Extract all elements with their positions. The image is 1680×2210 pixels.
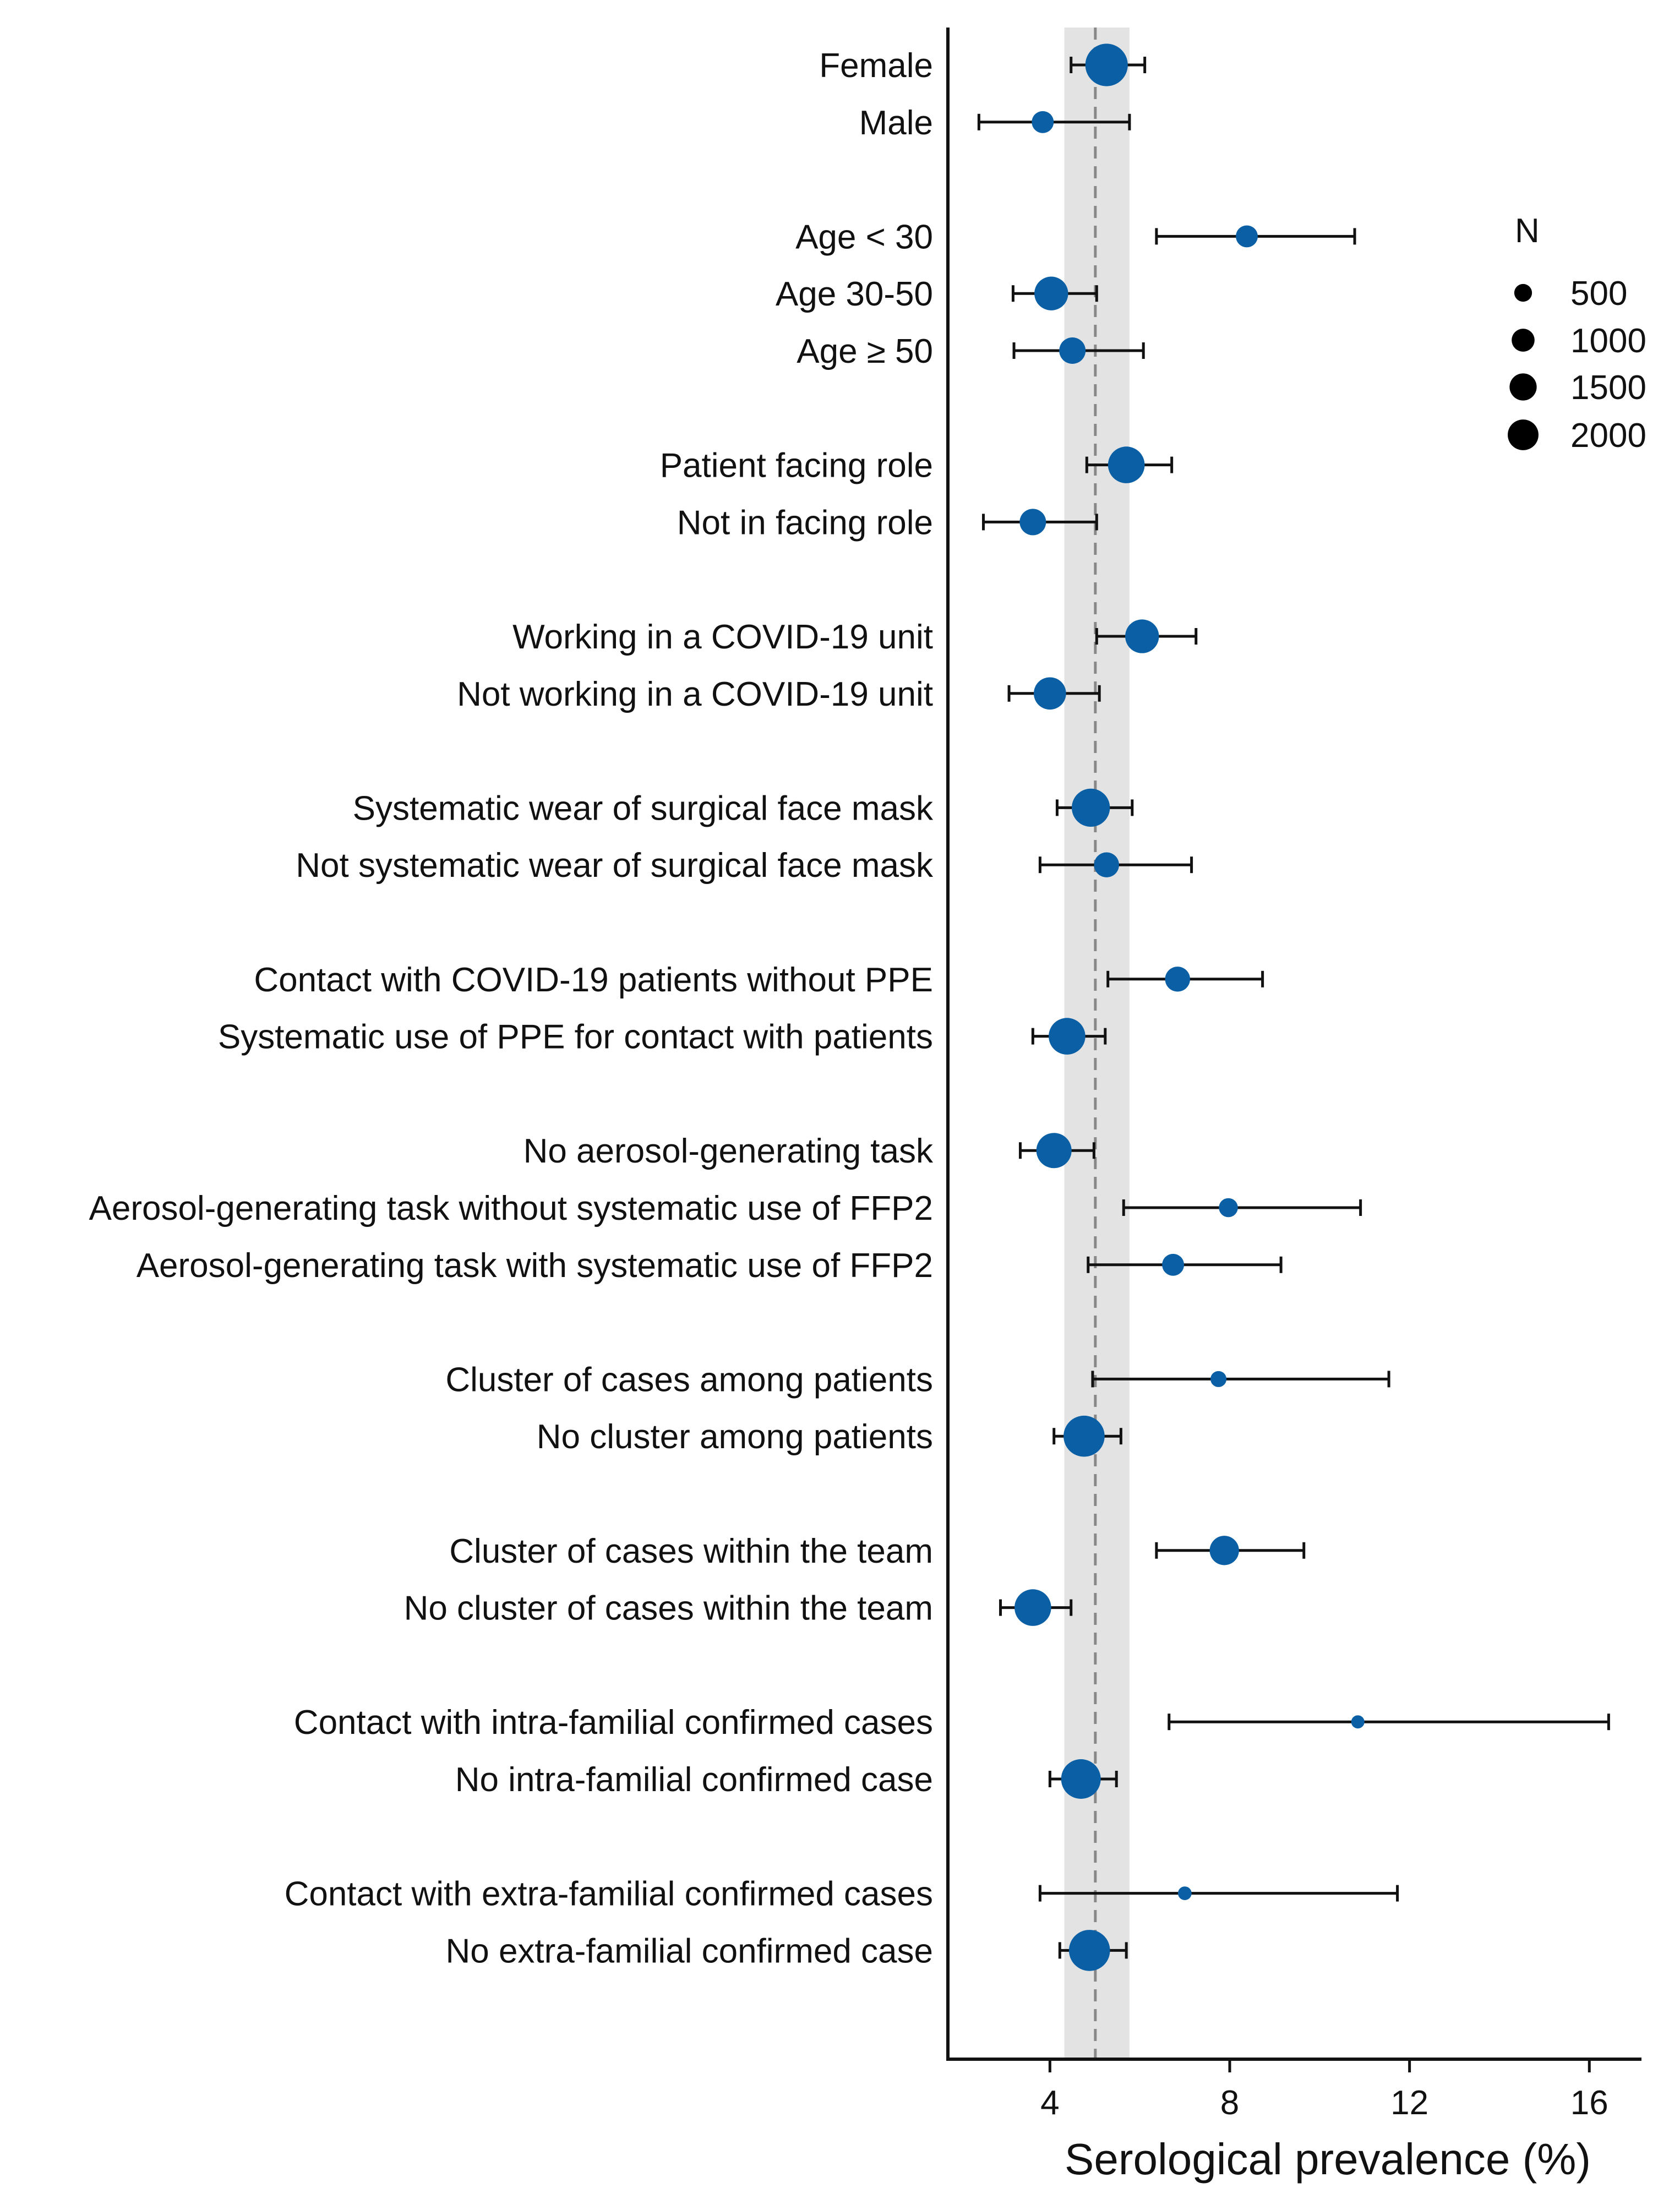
x-tick-label: 4	[1040, 2084, 1059, 2122]
x-tick-label: 12	[1390, 2084, 1428, 2122]
estimate-point	[1032, 111, 1054, 133]
row-label: Working in a COVID-19 unit	[512, 618, 933, 656]
row-label: No intra-familial confirmed case	[455, 1761, 933, 1799]
row-label: Contact with extra-familial confirmed ca…	[285, 1875, 933, 1913]
estimate-point	[1351, 1715, 1365, 1729]
row-label: Not working in a COVID-19 unit	[457, 675, 933, 713]
points	[1014, 43, 1365, 1971]
row-label: Age < 30	[795, 218, 933, 256]
estimate-point	[1177, 1886, 1192, 1900]
x-axis-title: Serological prevalence (%)	[1065, 2135, 1591, 2184]
row-label: Male	[859, 104, 933, 142]
estimate-point	[1085, 43, 1128, 86]
estimate-point	[1019, 509, 1046, 536]
row-label: Cluster of cases within the team	[449, 1532, 933, 1570]
estimate-point	[1014, 1589, 1051, 1626]
estimate-point	[1036, 1133, 1072, 1169]
size-legend: N 500 1000 1500 2000	[1508, 212, 1646, 455]
row-label: Female	[819, 47, 933, 85]
estimate-point	[1210, 1371, 1227, 1387]
estimate-point	[1063, 1415, 1105, 1457]
row-label: Systematic wear of surgical face mask	[353, 789, 934, 827]
row-label: No cluster among patients	[537, 1418, 933, 1456]
row-label: Not in facing role	[677, 504, 933, 542]
row-label: Aerosol-generating task without systemat…	[89, 1189, 933, 1227]
legend-label: 1000	[1570, 322, 1646, 360]
estimate-point	[1209, 1536, 1239, 1565]
estimate-point	[1219, 1198, 1238, 1218]
estimate-point	[1236, 225, 1258, 248]
estimate-point	[1068, 1930, 1110, 1971]
row-label: Aerosol-generating task with systematic …	[137, 1247, 933, 1285]
legend-label: 2000	[1570, 417, 1646, 455]
legend-size-marker	[1509, 373, 1537, 401]
estimate-point	[1059, 337, 1086, 364]
estimate-point	[1108, 446, 1145, 483]
estimate-point	[1162, 1253, 1185, 1276]
row-label: Cluster of cases among patients	[445, 1361, 933, 1399]
row-label: Contact with COVID-19 patients without P…	[254, 961, 933, 999]
legend-size-marker	[1514, 283, 1532, 302]
estimate-point	[1072, 788, 1110, 827]
error-bars	[977, 57, 1610, 1959]
row-label: Age 30-50	[776, 275, 933, 313]
x-tick-label: 8	[1220, 2084, 1239, 2122]
estimate-point	[1061, 1759, 1101, 1799]
row-label: No aerosol-generating task	[523, 1132, 934, 1170]
x-tick-label: 16	[1570, 2084, 1608, 2122]
row-labels: Female Male Age < 30 Age 30-50 Age ≥ 50 Patie…	[89, 47, 934, 1970]
row-label: No extra-familial confirmed case	[445, 1932, 933, 1970]
row-label: Systematic use of PPE for contact with p…	[218, 1018, 933, 1056]
estimate-point	[1034, 677, 1066, 710]
row-label: Patient facing role	[660, 447, 933, 485]
estimate-point	[1165, 967, 1190, 992]
legend-size-marker	[1508, 419, 1539, 450]
legend-label: 1500	[1570, 369, 1646, 407]
legend-title: N	[1515, 212, 1540, 250]
estimate-point	[1094, 852, 1119, 877]
row-label: Not systematic wear of surgical face mas…	[296, 847, 934, 885]
x-axis: 4 8 12 16 Serological prevalence (%)	[946, 28, 1641, 2184]
row-label: No cluster of cases within the team	[404, 1590, 933, 1628]
row-label: Contact with intra-familial confirmed ca…	[294, 1704, 933, 1742]
row-label: Age ≥ 50	[797, 332, 933, 370]
legend-label: 500	[1570, 275, 1627, 313]
estimate-point	[1049, 1018, 1086, 1055]
estimate-point	[1125, 619, 1159, 653]
estimate-point	[1034, 276, 1068, 310]
legend-size-marker	[1512, 329, 1535, 352]
